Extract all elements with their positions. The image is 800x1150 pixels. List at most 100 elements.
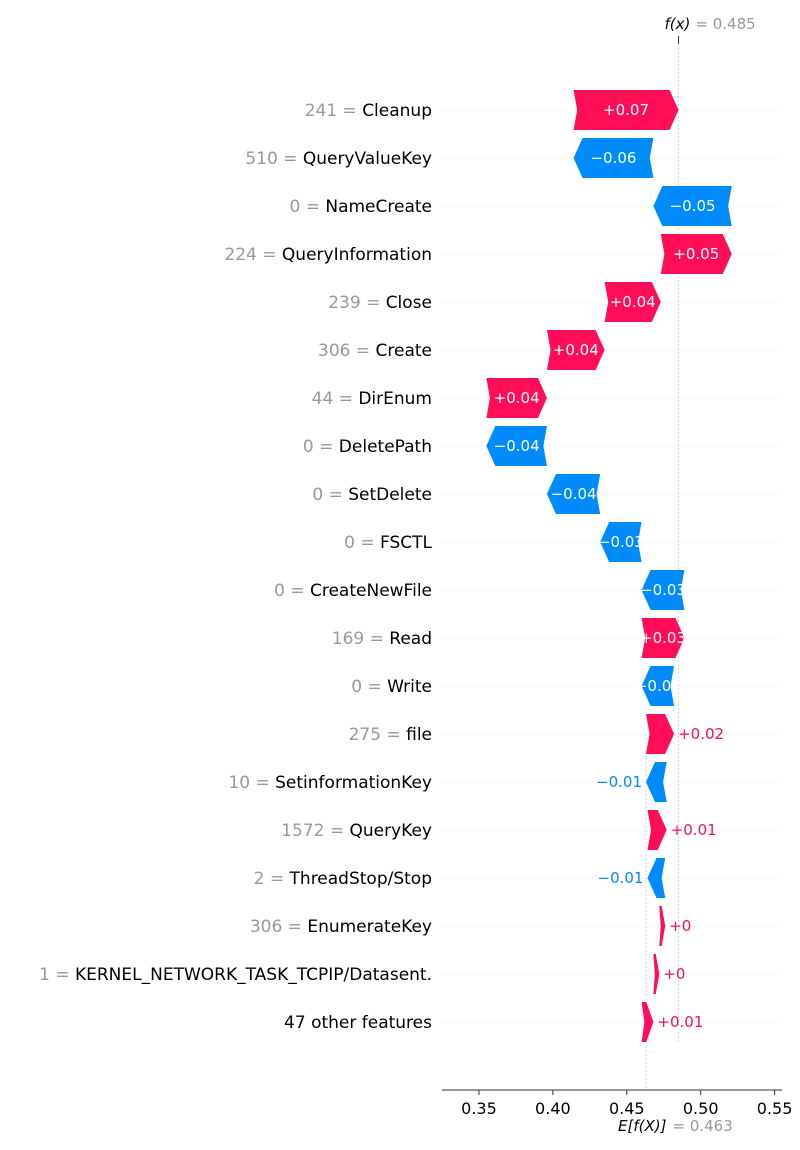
positive-bar (659, 906, 666, 946)
feature-value: 239 = (328, 293, 386, 313)
feature-name: EnumerateKey (307, 917, 432, 937)
bar-value-label: −0.04 (494, 437, 540, 455)
feature-name: file (406, 725, 432, 745)
positive-bar (647, 810, 667, 850)
fx-value: = 0.485 (695, 15, 755, 33)
feature-value: 241 = (305, 101, 363, 121)
bar-value-label: +0.04 (610, 293, 656, 311)
positive-bar (641, 618, 685, 658)
feature-name: NameCreate (325, 197, 432, 217)
x-tick-label: 0.35 (461, 1099, 497, 1118)
bar-value-label: +0.03 (640, 629, 686, 647)
feature-value: 10 = (228, 773, 275, 793)
feature-label: 275 = file (349, 725, 432, 745)
feature-label: 510 = QueryValueKey (245, 149, 432, 169)
positive-bar (641, 1002, 654, 1042)
expected-value-label: E[f(X)] (618, 1117, 667, 1135)
bar-value-label: +0.05 (673, 245, 719, 263)
feature-value: 0 = (303, 437, 339, 457)
feature-label: 0 = NameCreate (289, 197, 432, 217)
positive-bar (653, 954, 660, 994)
positive-bar (604, 282, 661, 322)
feature-label: 241 = Cleanup (305, 101, 432, 121)
feature-value: 0 = (312, 485, 348, 505)
feature-label: 239 = Close (328, 293, 432, 313)
bar-value-label: −0.01 (598, 869, 644, 887)
feature-label: 47 other features (284, 1013, 432, 1033)
row-gridlines (442, 109, 780, 1023)
negative-bar (641, 570, 685, 610)
feature-value: 306 = (250, 917, 308, 937)
x-tick-label: 0.45 (609, 1099, 645, 1118)
negative-bar (600, 522, 642, 562)
feature-label: 0 = Write (351, 677, 432, 697)
feature-value: 44 = (312, 389, 359, 409)
feature-value: 306 = (318, 341, 376, 361)
bar-value-label: +0.02 (678, 725, 724, 743)
bar-value-label: +0 (663, 965, 685, 983)
feature-label: 1 = KERNEL_NETWORK_TASK_TCPIP/Datasent. (39, 965, 432, 985)
negative-bar (653, 186, 732, 226)
feature-label: 0 = SetDelete (312, 485, 432, 505)
x-axis: 0.35 0.40 0.45 0.50 0.55 (442, 1089, 793, 1118)
x-tick-label: 0.50 (683, 1099, 719, 1118)
feature-label: 306 = Create (318, 341, 432, 361)
fx-annotation: f(x) = 0.485 (665, 15, 756, 33)
bar-value-label: −0.04 (551, 485, 597, 503)
feature-name: 47 other features (284, 1013, 432, 1033)
negative-bar (573, 138, 654, 178)
feature-name: Cleanup (362, 101, 432, 121)
feature-label: 0 = FSCTL (344, 533, 432, 553)
feature-label: 44 = DirEnum (312, 389, 432, 409)
expected-value: = 0.463 (672, 1117, 732, 1135)
feature-label: 169 = Read (332, 629, 432, 649)
positive-bar (486, 378, 547, 418)
feature-name: CreateNewFile (310, 581, 432, 601)
bar-value-label: −0.06 (590, 149, 636, 167)
bar-value-label: +0.01 (671, 821, 717, 839)
negative-bar (486, 426, 547, 466)
feature-value: 0 = (351, 677, 387, 697)
feature-value: 0 = (289, 197, 325, 217)
feature-value: 510 = (245, 149, 303, 169)
bar-value-label: −0.05 (670, 197, 716, 215)
feature-name: SetDelete (348, 485, 432, 505)
feature-label: 224 = QueryInformation (224, 245, 432, 265)
feature-name: ThreadStop/Stop (289, 869, 432, 889)
feature-name: QueryKey (350, 821, 433, 841)
bar-value-label: +0.04 (494, 389, 540, 407)
feature-label: 1572 = QueryKey (281, 821, 432, 841)
feature-labels: 241 = Cleanup 510 = QueryValueKey 0 = Name… (39, 101, 432, 1033)
feature-name: FSCTL (380, 533, 433, 553)
x-tick-label: 0.40 (535, 1099, 571, 1118)
feature-value: 1572 = (281, 821, 349, 841)
feature-label: 10 = SetinformationKey (228, 773, 432, 793)
bar-value-label: +0 (669, 917, 691, 935)
bars: +0.07 −0.06 −0.05 +0.05 +0.04 +0.04 +0.04 −0.04… (486, 90, 732, 1042)
negative-bar (647, 858, 666, 898)
bar-value-label: +0.04 (553, 341, 599, 359)
bar-value-label: +0.01 (657, 1013, 703, 1031)
bar-value-label: +0.07 (603, 101, 649, 119)
feature-label: 306 = EnumerateKey (250, 917, 432, 937)
bar-value-label: −0.01 (596, 773, 642, 791)
axis-annotations: f(x) = 0.485 E[f(X)] = 0.463 (618, 15, 756, 1135)
feature-name: QueryInformation (282, 245, 432, 265)
feature-name: Close (386, 293, 432, 313)
feature-value: 275 = (349, 725, 407, 745)
positive-bar (660, 234, 732, 274)
feature-value: 1 = (39, 965, 75, 985)
bar-value-label: −0.02 (635, 677, 681, 695)
feature-name: Write (387, 677, 432, 697)
bar-value-label: −0.03 (640, 581, 686, 599)
feature-name: SetinformationKey (275, 773, 432, 793)
feature-value: 0 = (274, 581, 310, 601)
feature-name: DeletePath (339, 437, 432, 457)
positive-bar (646, 714, 675, 754)
feature-value: 0 = (344, 533, 380, 553)
negative-bar (646, 762, 667, 802)
feature-value: 169 = (332, 629, 390, 649)
feature-value: 2 = (254, 869, 290, 889)
x-tick-label: 0.55 (757, 1099, 793, 1118)
